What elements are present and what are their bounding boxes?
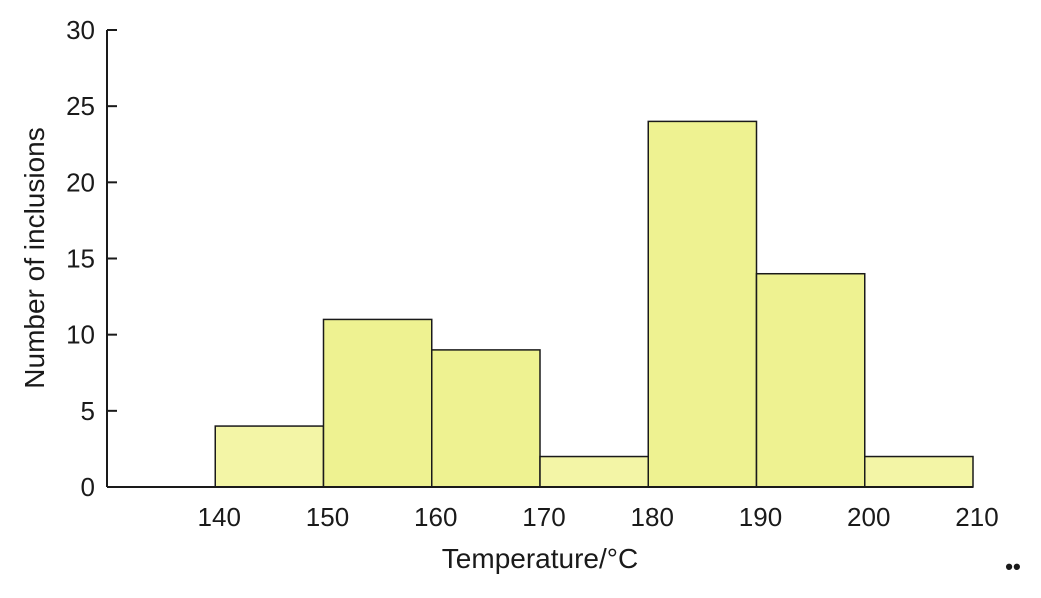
footer-mark: •• [1005, 554, 1020, 579]
y-ticks: 0 5 10 15 20 25 30 [66, 15, 117, 502]
bar-160-170 [431, 349, 541, 488]
x-tick-label: 170 [522, 502, 565, 532]
bar-200-210 [864, 455, 974, 488]
x-tick-label: 190 [739, 502, 782, 532]
bars-group [214, 120, 974, 488]
y-tick-label: 15 [66, 244, 95, 274]
bar-180-190 [647, 120, 758, 488]
y-tick-label: 25 [66, 91, 95, 121]
x-tick-label: 150 [306, 502, 349, 532]
y-tick-label: 5 [81, 396, 95, 426]
x-tick-label: 200 [847, 502, 890, 532]
y-tick-label: 30 [66, 15, 95, 45]
y-tick-label: 10 [66, 320, 95, 350]
bar-150-160 [322, 318, 433, 488]
x-tick-label: 180 [631, 502, 674, 532]
bar-170-180 [539, 455, 649, 488]
bar-190-200 [755, 272, 866, 488]
x-ticks: 140 150 160 170 180 190 200 210 [198, 502, 999, 532]
y-axis-title: Number of inclusions [19, 127, 50, 388]
y-tick-label: 0 [81, 472, 95, 502]
x-tick-label: 210 [955, 502, 998, 532]
x-tick-label: 160 [414, 502, 457, 532]
x-tick-label: 140 [198, 502, 241, 532]
y-tick-label: 20 [66, 167, 95, 197]
bar-140-150 [214, 425, 325, 488]
x-axis-title: Temperature/°C [442, 543, 638, 574]
